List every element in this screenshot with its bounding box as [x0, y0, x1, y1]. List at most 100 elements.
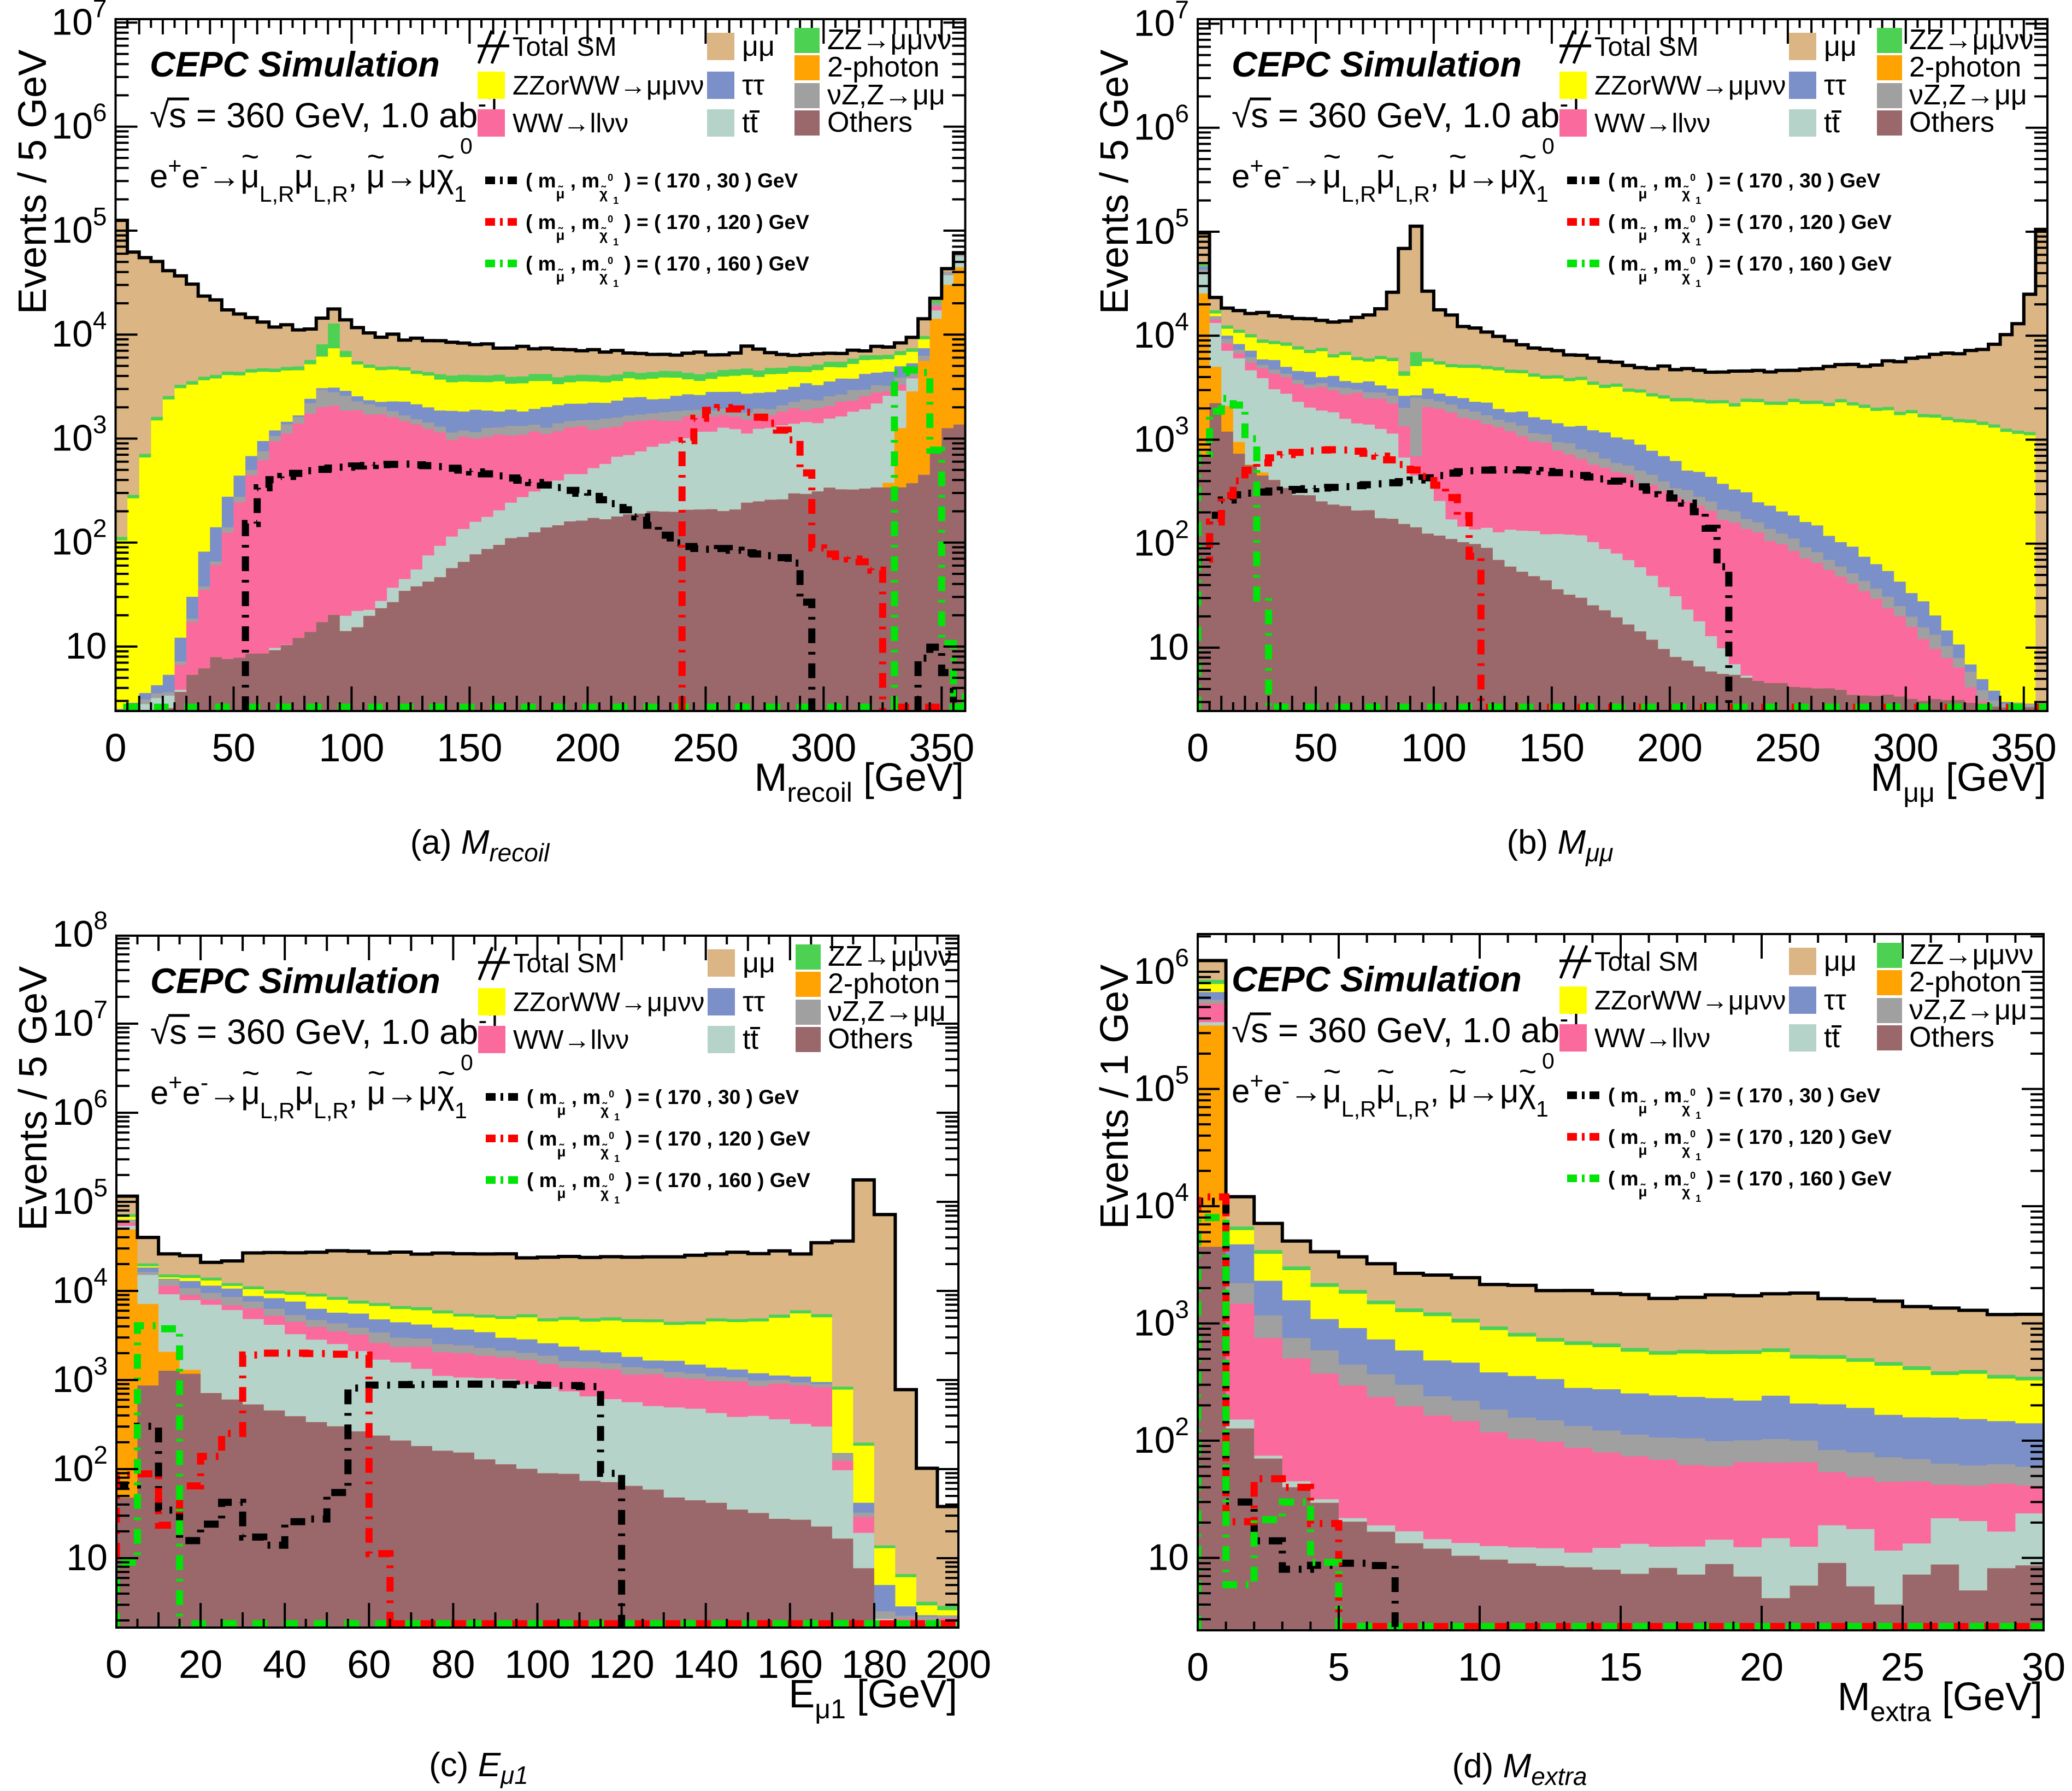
svg-text:ZZ→μμνν: ZZ→μμνν	[827, 24, 951, 56]
svg-text:10: 10	[1147, 626, 1189, 668]
svg-text:Mextra [GeV]: Mextra [GeV]	[1838, 1675, 2042, 1727]
svg-text:ZZorWW→μμνν: ZZorWW→μμνν	[513, 71, 704, 101]
svg-text:CEPC Simulation: CEPC Simulation	[150, 961, 440, 1001]
svg-text:νZ,Z→μμ: νZ,Z→μμ	[827, 79, 945, 111]
svg-text:Total SM: Total SM	[1594, 947, 1699, 977]
svg-text:2-photon: 2-photon	[1909, 966, 2021, 998]
svg-text:350: 350	[909, 726, 974, 770]
svg-text:~: ~	[1449, 1054, 1467, 1088]
svg-text:140: 140	[673, 1643, 739, 1687]
svg-text:0: 0	[104, 726, 126, 770]
svg-text:300: 300	[791, 726, 856, 770]
svg-text:WW→llνν: WW→llνν	[513, 1025, 629, 1055]
svg-text:~: ~	[437, 139, 455, 173]
svg-text:0: 0	[460, 133, 473, 158]
svg-text:20: 20	[179, 1643, 222, 1687]
svg-text:25: 25	[1881, 1646, 1924, 1689]
svg-text:40: 40	[263, 1643, 307, 1687]
svg-text:ττ: ττ	[1824, 69, 1847, 101]
svg-text:μμ: μμ	[742, 31, 775, 62]
svg-text:10: 10	[66, 1537, 108, 1578]
svg-text:5: 5	[1328, 1646, 1350, 1689]
svg-text:105: 105	[51, 202, 107, 251]
svg-text:60: 60	[347, 1643, 391, 1687]
svg-text:0: 0	[461, 1050, 473, 1075]
svg-text:ZZorWW→μμνν: ZZorWW→μμνν	[1594, 71, 1786, 101]
svg-text:~: ~	[1377, 139, 1395, 173]
svg-text:Events / 5 GeV: Events / 5 GeV	[11, 966, 55, 1231]
svg-text:0: 0	[1187, 1646, 1209, 1689]
svg-text:Others: Others	[828, 1023, 913, 1055]
svg-text:Total SM: Total SM	[513, 32, 617, 62]
svg-text:(b) Mμμ: (b) Mμμ	[1506, 824, 1613, 867]
svg-text:Events / 5 GeV: Events / 5 GeV	[1093, 50, 1137, 314]
svg-text:~: ~	[295, 139, 313, 173]
svg-text:80: 80	[431, 1643, 475, 1687]
svg-text:Others: Others	[1909, 107, 1994, 138]
svg-text:250: 250	[1755, 726, 1821, 770]
svg-text:~: ~	[1519, 139, 1537, 173]
svg-text:CEPC Simulation: CEPC Simulation	[150, 44, 440, 84]
svg-text:Total SM: Total SM	[513, 949, 617, 978]
svg-text:200: 200	[555, 726, 620, 770]
svg-text:√s = 360 GeV, 1.0 ab-1: √s = 360 GeV, 1.0 ab-1	[150, 90, 501, 135]
svg-text:Events / 1 GeV: Events / 1 GeV	[1093, 965, 1137, 1229]
svg-text:150: 150	[437, 726, 502, 770]
svg-text:200: 200	[926, 1643, 991, 1687]
svg-text:100: 100	[504, 1643, 570, 1687]
svg-text:νZ,Z→μμ: νZ,Z→μμ	[828, 996, 946, 1027]
svg-text:0: 0	[1187, 726, 1209, 770]
svg-text:104: 104	[51, 306, 107, 355]
svg-text:50: 50	[211, 726, 255, 770]
svg-text:Total SM: Total SM	[1594, 32, 1699, 62]
svg-text:√s = 360 GeV, 1.0 ab-1: √s = 360 GeV, 1.0 ab-1	[1232, 90, 1583, 135]
svg-text:~: ~	[367, 139, 385, 173]
svg-text:2-photon: 2-photon	[827, 51, 939, 83]
svg-text:Others: Others	[1909, 1021, 1994, 1053]
svg-text:ZZorWW→μμνν: ZZorWW→μμνν	[513, 988, 704, 1017]
svg-text:~: ~	[368, 1055, 386, 1090]
svg-text:~: ~	[242, 139, 260, 173]
svg-text:20: 20	[1740, 1646, 1783, 1689]
svg-text:~: ~	[242, 1055, 260, 1090]
svg-text:√s = 360 GeV, 1.0 ab-1: √s = 360 GeV, 1.0 ab-1	[1232, 1005, 1583, 1050]
svg-text:2-photon: 2-photon	[828, 968, 940, 1000]
svg-text:ZZ→μμνν: ZZ→μμνν	[1909, 24, 2033, 56]
svg-text:160: 160	[757, 1643, 823, 1687]
svg-text:106: 106	[1134, 943, 1189, 992]
svg-text:350: 350	[1991, 726, 2057, 770]
svg-text:WW→llνν: WW→llνν	[513, 109, 628, 138]
svg-text:ZZ→μμνν: ZZ→μμνν	[828, 941, 952, 972]
svg-text:100: 100	[1401, 726, 1467, 770]
svg-text:0: 0	[105, 1643, 127, 1687]
svg-text:ττ: ττ	[743, 986, 766, 1018]
svg-text:10: 10	[1147, 1537, 1189, 1578]
svg-text:Mμμ [GeV]: Mμμ [GeV]	[1870, 756, 2046, 808]
svg-text:CEPC Simulation: CEPC Simulation	[1232, 44, 1522, 84]
svg-text:300: 300	[1873, 726, 1939, 770]
svg-text:2-photon: 2-photon	[1909, 51, 2021, 83]
svg-text:100: 100	[319, 726, 384, 770]
svg-text:0: 0	[1542, 133, 1555, 158]
svg-text:~: ~	[1323, 139, 1341, 173]
svg-text:15: 15	[1599, 1646, 1643, 1689]
svg-text:107: 107	[52, 995, 108, 1044]
svg-text:10: 10	[1458, 1646, 1502, 1689]
svg-text:~: ~	[1449, 139, 1467, 173]
svg-text:ZZ→μμνν: ZZ→μμνν	[1909, 939, 2033, 971]
svg-text:WW→llνν: WW→llνν	[1594, 109, 1710, 138]
svg-text:50: 50	[1294, 726, 1338, 770]
svg-text:200: 200	[1637, 726, 1703, 770]
svg-text:ττ: ττ	[1824, 984, 1847, 1016]
svg-text:~: ~	[1377, 1054, 1395, 1088]
svg-text:Events / 5 GeV: Events / 5 GeV	[11, 50, 55, 314]
svg-text:ττ: ττ	[742, 69, 765, 101]
svg-text:150: 150	[1519, 726, 1585, 770]
svg-text:~: ~	[438, 1055, 456, 1090]
svg-text:~: ~	[1323, 1054, 1341, 1088]
svg-text:250: 250	[673, 726, 738, 770]
svg-text:ZZorWW→μμνν: ZZorWW→μμνν	[1594, 986, 1786, 1015]
svg-text:106: 106	[1134, 99, 1189, 148]
svg-text:~: ~	[296, 1055, 314, 1090]
svg-text:νZ,Z→μμ: νZ,Z→μμ	[1909, 994, 2027, 1026]
